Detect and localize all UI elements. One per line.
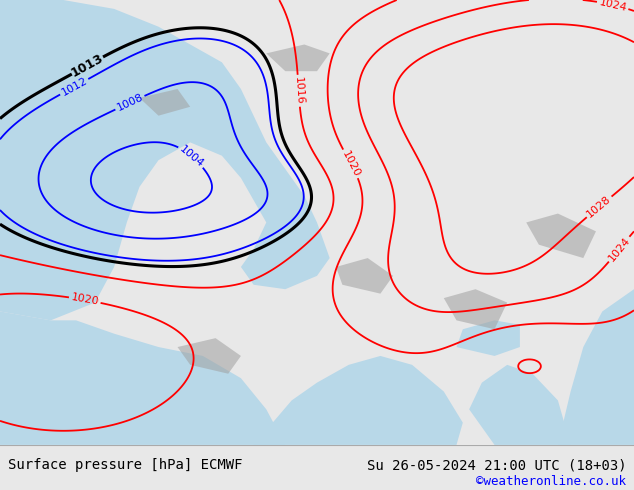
Polygon shape xyxy=(254,356,463,445)
Text: 1008: 1008 xyxy=(115,92,145,113)
Polygon shape xyxy=(0,0,330,320)
Text: ©weatheronline.co.uk: ©weatheronline.co.uk xyxy=(476,475,626,488)
Polygon shape xyxy=(469,365,571,445)
Polygon shape xyxy=(456,320,520,356)
Polygon shape xyxy=(266,45,330,71)
Text: 1020: 1020 xyxy=(340,149,362,178)
Text: 1024: 1024 xyxy=(606,235,632,263)
Polygon shape xyxy=(526,214,596,258)
Polygon shape xyxy=(139,89,190,116)
Text: 1013: 1013 xyxy=(69,51,106,79)
Text: 1020: 1020 xyxy=(70,293,100,307)
Polygon shape xyxy=(336,258,393,294)
Text: Surface pressure [hPa] ECMWF: Surface pressure [hPa] ECMWF xyxy=(8,459,242,472)
Text: 1004: 1004 xyxy=(178,144,205,169)
Polygon shape xyxy=(558,289,634,445)
Text: 1024: 1024 xyxy=(598,0,628,13)
Polygon shape xyxy=(444,289,507,329)
Polygon shape xyxy=(0,312,285,445)
Polygon shape xyxy=(178,338,241,374)
Text: 1028: 1028 xyxy=(585,194,613,220)
Text: 1012: 1012 xyxy=(60,75,89,98)
Text: 1016: 1016 xyxy=(293,76,305,105)
Text: Su 26-05-2024 21:00 UTC (18+03): Su 26-05-2024 21:00 UTC (18+03) xyxy=(366,459,626,472)
